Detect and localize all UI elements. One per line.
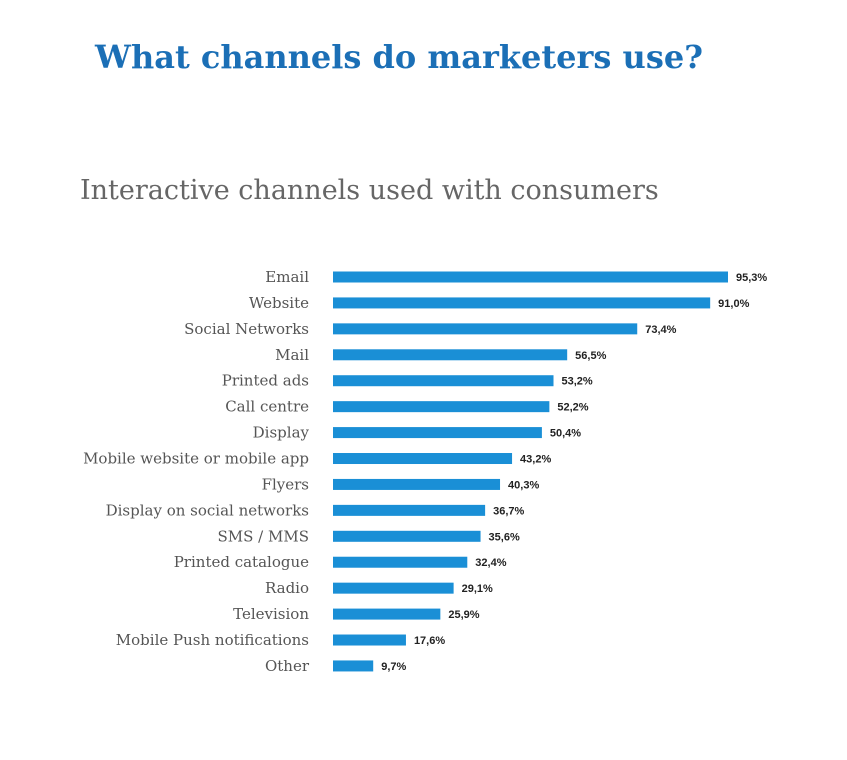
category-label: Social Networks	[184, 320, 309, 338]
value-label: 91,0%	[718, 298, 749, 310]
value-label: 35,6%	[489, 531, 520, 543]
bar	[333, 660, 374, 672]
value-label: 17,6%	[414, 635, 445, 647]
value-label: 56,5%	[575, 350, 606, 362]
bar	[333, 427, 542, 439]
category-label: Website	[249, 294, 309, 312]
bar	[333, 608, 441, 620]
value-label: 50,4%	[550, 428, 581, 440]
value-label: 29,1%	[462, 583, 493, 595]
bar	[333, 453, 513, 465]
bar	[333, 401, 550, 413]
bar	[333, 297, 711, 309]
bar	[333, 530, 481, 542]
category-label: Display	[253, 424, 310, 442]
bar	[333, 504, 486, 516]
category-label: Call centre	[225, 398, 309, 416]
bar	[333, 634, 406, 646]
value-label: 53,2%	[562, 376, 593, 388]
category-label: Printed ads	[222, 372, 309, 390]
value-label: 25,9%	[448, 609, 479, 621]
category-label: Other	[265, 657, 310, 675]
page-title: What channels do marketers use?	[95, 38, 703, 76]
bar	[333, 349, 568, 361]
chart-title: Interactive channels used with consumers	[80, 175, 659, 206]
category-label: Email	[265, 268, 309, 286]
category-label: Printed catalogue	[174, 553, 309, 571]
bar	[333, 582, 454, 594]
bar	[333, 271, 728, 283]
category-label: Display on social networks	[106, 501, 309, 519]
bar	[333, 478, 501, 490]
value-label: 9,7%	[381, 661, 406, 673]
value-label: 32,4%	[475, 557, 506, 569]
value-label: 40,3%	[508, 479, 539, 491]
bar	[333, 323, 638, 335]
category-label: Flyers	[262, 475, 309, 493]
category-label: Radio	[265, 579, 309, 597]
value-label: 43,2%	[520, 454, 551, 466]
category-label: Television	[233, 605, 309, 623]
bar	[333, 375, 554, 387]
category-label: SMS / MMS	[218, 527, 310, 545]
category-label: Mail	[275, 346, 309, 364]
category-label: Mobile Push notifications	[116, 631, 309, 649]
value-label: 73,4%	[645, 324, 676, 336]
value-label: 95,3%	[736, 272, 767, 284]
bar	[333, 556, 468, 568]
category-label: Mobile website or mobile app	[83, 450, 309, 468]
value-label: 36,7%	[493, 505, 524, 517]
value-label: 52,2%	[557, 402, 588, 414]
